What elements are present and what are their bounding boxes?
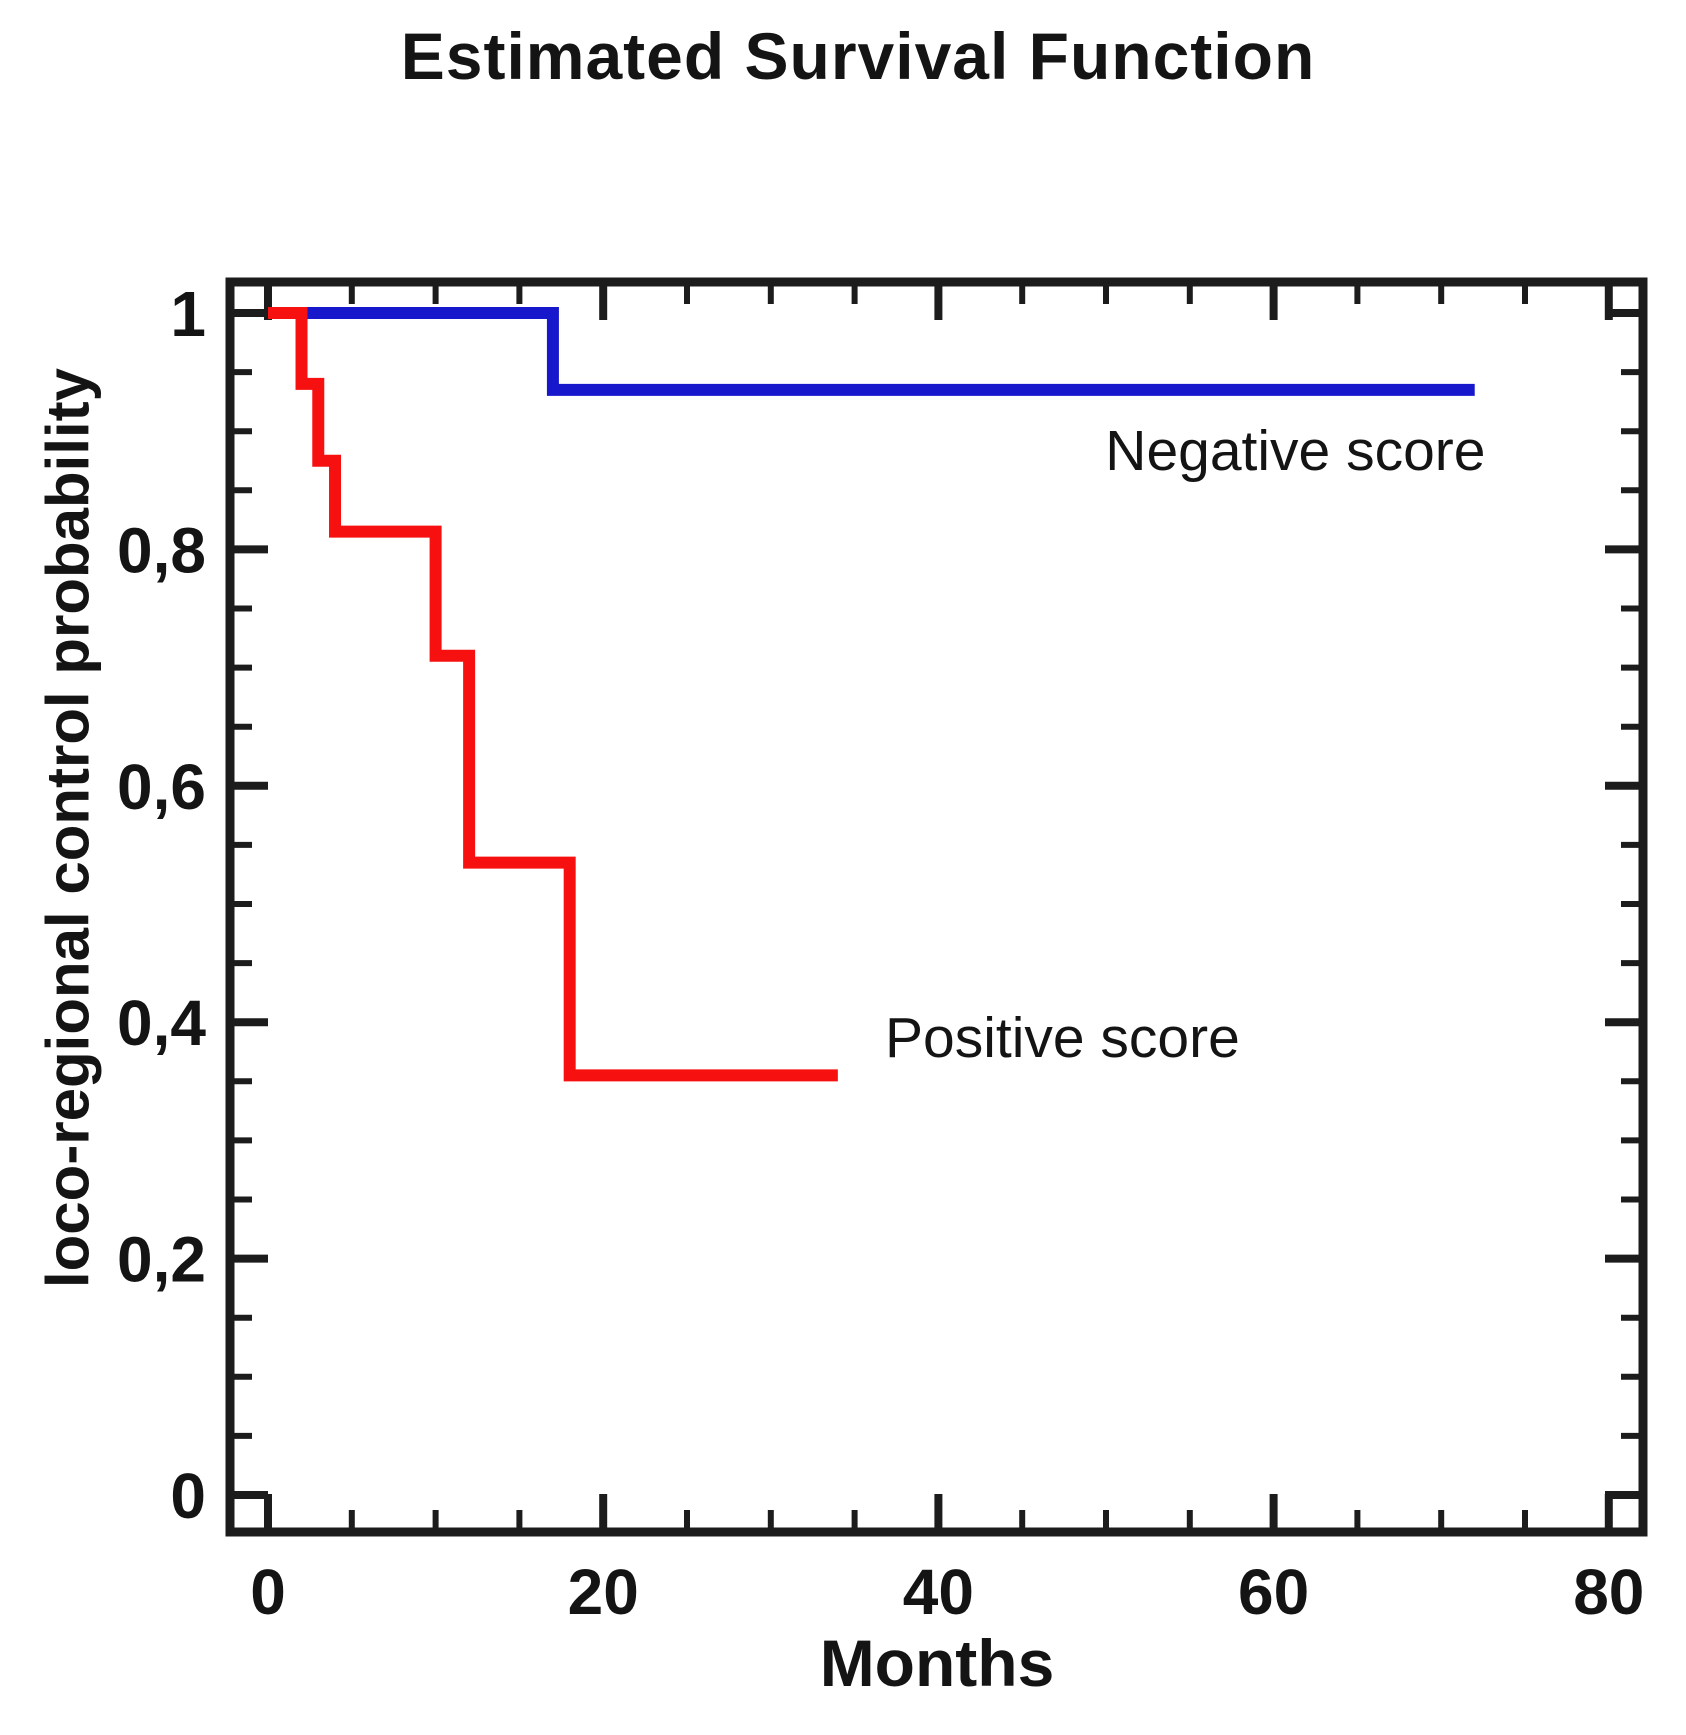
y-tick-label: 0,2 xyxy=(117,1224,206,1296)
x-tick-label: 20 xyxy=(568,1556,639,1628)
x-tick-label: 40 xyxy=(903,1556,974,1628)
y-tick-label: 1 xyxy=(170,278,206,350)
chart-title: Estimated Survival Function xyxy=(400,19,1316,93)
x-tick-label: 80 xyxy=(1573,1556,1644,1628)
x-axis-title: Months xyxy=(819,1626,1055,1700)
y-axis-title: loco-regional control probability xyxy=(34,367,102,1289)
legend-positive-score: Positive score xyxy=(885,1005,1240,1070)
x-tick-label: 0 xyxy=(250,1556,286,1628)
y-tick-label: 0,6 xyxy=(117,751,206,823)
series-line-negative-score xyxy=(268,307,1475,396)
x-tick-label: 60 xyxy=(1238,1556,1309,1628)
y-tick-label: 0 xyxy=(170,1460,206,1532)
legend-negative-score: Negative score xyxy=(1105,419,1486,484)
y-tick-label: 0,8 xyxy=(117,514,206,586)
series-line-positive-score xyxy=(268,307,838,1082)
y-tick-label: 0,4 xyxy=(117,987,206,1059)
